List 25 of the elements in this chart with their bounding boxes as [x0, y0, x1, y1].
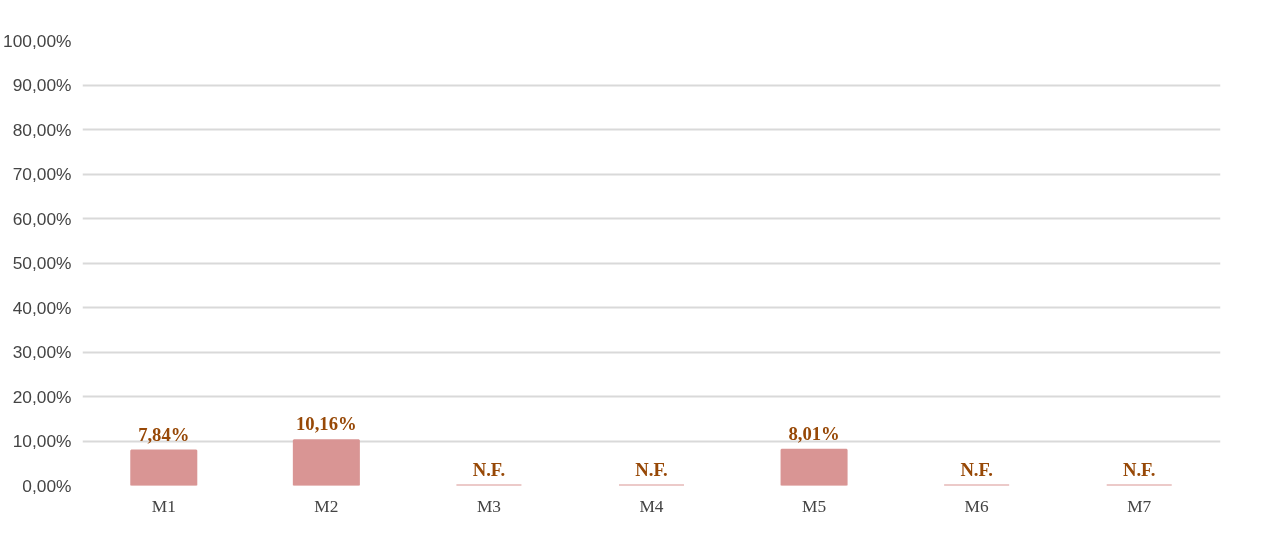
y-tick-label: 0,00% — [22, 475, 72, 496]
y-tick-label: 70,00% — [12, 164, 72, 184]
data-label: N.F. — [635, 458, 668, 480]
y-tick-label: 90,00% — [12, 75, 72, 95]
y-tick-label: 40,00% — [12, 297, 72, 318]
y-tick-label: 20,00% — [12, 386, 72, 407]
data-label: N.F. — [472, 458, 506, 480]
x-tick-label: M4 — [639, 496, 664, 516]
data-label: 8,01% — [788, 422, 840, 444]
data-label: N.F. — [1122, 458, 1156, 480]
y-tick-label: 100,00% — [3, 30, 72, 51]
x-tick-label: M7 — [1127, 496, 1152, 516]
data-label: 7,84% — [138, 423, 190, 445]
y-tick-label: 80,00% — [12, 119, 72, 140]
data-label: 10,16% — [296, 413, 357, 435]
y-tick-label: 30,00% — [12, 342, 72, 362]
x-tick-label: M2 — [314, 496, 339, 516]
x-tick-label: M5 — [802, 496, 827, 516]
y-tick-label: 50,00% — [12, 253, 72, 273]
y-tick-label: 60,00% — [12, 208, 72, 229]
x-tick-label: M3 — [476, 496, 501, 516]
y-tick-label: 10,00% — [12, 431, 72, 451]
x-tick-label: M1 — [151, 496, 176, 516]
x-tick-label: M6 — [964, 496, 990, 516]
data-label: N.F. — [960, 458, 993, 480]
